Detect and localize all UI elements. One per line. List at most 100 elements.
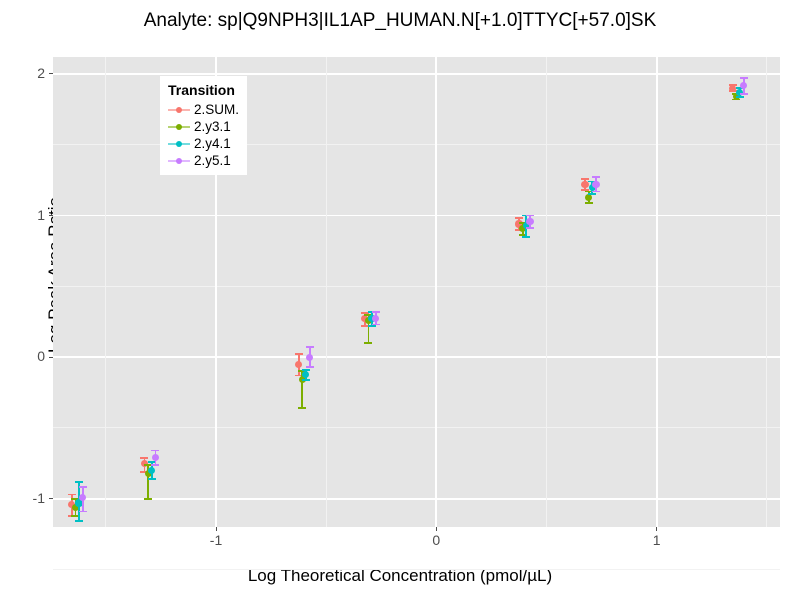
gridline-horizontal [53, 356, 780, 359]
error-bar-cap [301, 378, 310, 381]
data-point [729, 84, 737, 92]
error-bar-cap [305, 346, 314, 349]
gridline-horizontal [53, 427, 780, 429]
data-point [68, 500, 76, 508]
y-tick-label: 2 [37, 64, 45, 81]
gridline-vertical [655, 57, 658, 527]
error-bar-cap [294, 353, 303, 356]
gridline-horizontal [53, 73, 780, 75]
page-title: Analyte: sp|Q9NPH3|IL1AP_HUMAN.N[+1.0]TT… [143, 10, 657, 31]
error-bar-cap [592, 190, 601, 193]
legend-item-2-sum-[interactable]: 2.SUM. [168, 101, 239, 118]
y-tick-mark [49, 356, 53, 358]
data-point [740, 81, 748, 89]
error-bar-cap [294, 374, 303, 377]
error-bar [301, 371, 304, 409]
gridline-vertical [435, 57, 438, 527]
data-point [519, 224, 527, 232]
error-bar-cap [140, 470, 149, 473]
error-bar-cap [581, 189, 590, 191]
data-point [526, 217, 534, 225]
data-point [79, 493, 87, 501]
data-point [144, 469, 152, 477]
error-bar-cap [525, 227, 534, 230]
error-bar-cap [735, 95, 744, 98]
error-bar-cap [514, 228, 523, 231]
error-bar-cap [592, 176, 601, 179]
y-tick-label: 1 [37, 206, 45, 223]
gridline-vertical [545, 57, 547, 527]
data-point [295, 360, 303, 368]
data-point [736, 88, 744, 96]
legend-item-2-y3-1[interactable]: 2.y3.1 [168, 118, 239, 135]
error-bar-cap [739, 77, 748, 80]
error-bar-cap [71, 497, 80, 500]
error-bar-cap [588, 180, 597, 183]
x-tick-mark [435, 527, 437, 531]
error-bar-cap [360, 325, 369, 327]
error-bar-cap [78, 510, 87, 513]
error-bar-cap [371, 323, 380, 326]
error-bar-cap [514, 217, 523, 220]
y-tick-label: -1 [32, 489, 45, 506]
gridline-vertical [105, 57, 107, 527]
y-tick-mark [49, 215, 53, 217]
gridline-horizontal [53, 568, 780, 570]
data-point [515, 220, 523, 228]
x-axis-label: Log Theoretical Concentration (pmol/µL) [247, 566, 553, 585]
error-bar-cap [364, 313, 373, 316]
legend-title: Transition [168, 82, 235, 98]
error-bar-cap [78, 486, 87, 489]
data-point [592, 180, 600, 188]
error-bar-cap [151, 463, 160, 466]
error-bar-cap [147, 477, 156, 480]
data-point [372, 315, 380, 323]
legend: Transition 2.SUM. 2.y3.1 2.y4.1 2.y5.1 [160, 76, 248, 175]
data-point [151, 454, 160, 462]
legend-key-icon [168, 101, 190, 118]
gridline-horizontal [53, 214, 780, 217]
error-bar [147, 464, 150, 499]
data-point [75, 499, 83, 507]
data-point [148, 466, 156, 474]
data-point [588, 183, 596, 191]
data-point [361, 315, 369, 323]
error-bar-cap [67, 493, 76, 496]
error-bar-cap [584, 201, 593, 204]
error-bar-cap [74, 480, 83, 483]
legend-key-icon [168, 118, 190, 135]
error-bar-cap [588, 193, 597, 196]
legend-item-label: 2.y5.1 [194, 153, 231, 168]
error-bar-cap [151, 449, 160, 452]
legend-item-2-y4-1[interactable]: 2.y4.1 [168, 135, 239, 152]
y-tick-mark [49, 498, 53, 500]
y-tick-mark [49, 73, 53, 75]
error-bar-cap [367, 325, 376, 327]
data-point [522, 221, 530, 230]
error-bar-cap [144, 497, 153, 500]
x-tick-label: -1 [209, 532, 223, 548]
error-bar-cap [364, 342, 373, 344]
error-bar-cap [581, 177, 590, 180]
legend-item-label: 2.y3.1 [194, 119, 231, 134]
error-bar-cap [360, 312, 369, 315]
y-tick-label: 0 [37, 348, 45, 365]
error-bar-cap [525, 214, 534, 217]
x-tick-label: 1 [652, 532, 661, 548]
data-point [581, 180, 589, 188]
error-bar-cap [584, 190, 593, 193]
data-point [302, 370, 310, 378]
data-point [585, 193, 593, 201]
error-bar [367, 314, 370, 343]
x-tick-mark [215, 527, 217, 531]
error-bar-cap [74, 520, 83, 523]
gridline-vertical [766, 57, 768, 527]
error-bar-cap [298, 407, 307, 409]
data-point [368, 315, 376, 323]
legend-item-2-y5-1[interactable]: 2.y5.1 [168, 152, 239, 169]
legend-key-icon [168, 135, 190, 152]
error-bar-cap [735, 87, 744, 90]
data-point [306, 353, 314, 361]
error-bar-cap [371, 310, 380, 313]
